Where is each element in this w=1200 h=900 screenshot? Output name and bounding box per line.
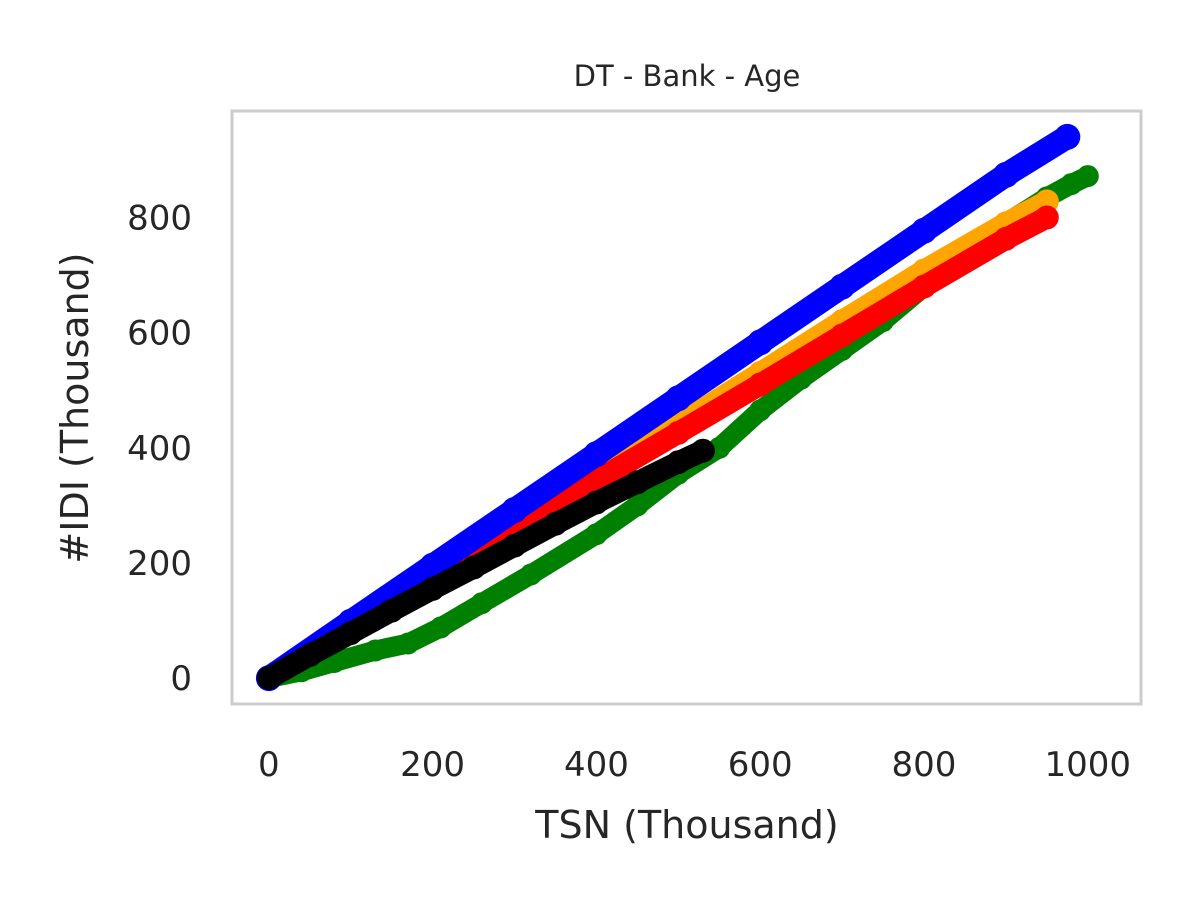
scatter-point: [747, 329, 774, 356]
y-axis-label: #IDI (Thousand): [53, 252, 97, 563]
scatter-point: [502, 533, 527, 558]
scatter-point: [338, 621, 363, 646]
scatter-point: [583, 441, 610, 468]
scatter-point: [690, 438, 715, 463]
x-tick-label: 800: [892, 745, 957, 785]
scatter-point: [666, 420, 691, 445]
scatter-point: [1076, 165, 1099, 188]
scatter-point: [379, 598, 404, 623]
scatter-point: [666, 450, 691, 475]
scatter-point: [748, 372, 773, 397]
scatter-point: [626, 494, 649, 517]
x-tick-label: 200: [400, 745, 465, 785]
scatter-point: [470, 592, 493, 615]
scatter-point: [625, 470, 650, 495]
scatter-point: [585, 523, 608, 546]
scatter-point: [297, 643, 322, 668]
scatter-point: [665, 385, 692, 412]
scatter-point: [829, 273, 856, 300]
scatter-point: [993, 226, 1018, 251]
x-tick-label: 600: [728, 745, 793, 785]
x-tick-label: 0: [258, 745, 280, 785]
y-axis-ticks: 0 200 400 600 800: [127, 199, 192, 700]
scatter-point: [1060, 173, 1083, 196]
scatter-point: [1034, 205, 1059, 230]
scatter-point: [519, 563, 542, 586]
scatter-point: [397, 632, 420, 655]
scatter-series-4: [256, 438, 715, 691]
scatter-point: [501, 497, 528, 523]
scatter-point: [911, 217, 937, 244]
y-tick-label: 400: [127, 429, 192, 469]
x-axis-label: TSN (Thousand): [534, 803, 838, 847]
scatter-point: [543, 511, 568, 536]
scatter-point: [992, 161, 1019, 188]
scatter-point: [429, 616, 452, 639]
scatter-point: [912, 274, 936, 299]
scatter-point: [1054, 123, 1081, 150]
chart-title: DT - Bank - Age: [574, 59, 801, 93]
scatter-point: [830, 323, 855, 348]
y-tick-label: 800: [127, 199, 192, 239]
x-tick-label: 1000: [1045, 745, 1132, 785]
y-tick-label: 0: [170, 659, 192, 699]
y-tick-label: 600: [127, 314, 192, 354]
x-axis-ticks: 0 200 400 600 800 1000: [258, 745, 1131, 785]
scatter-point: [256, 666, 281, 691]
scatter-point: [749, 399, 772, 422]
scatter-point: [584, 468, 609, 493]
scatter-point: [461, 555, 486, 580]
x-tick-label: 400: [564, 745, 629, 785]
plot-frame: [230, 109, 1143, 706]
scatter-point: [420, 576, 445, 601]
scatter-point: [419, 552, 446, 579]
y-tick-label: 200: [127, 544, 192, 584]
scatter-point: [364, 639, 387, 662]
series-layer: [255, 123, 1099, 692]
scatter-point: [584, 490, 609, 515]
